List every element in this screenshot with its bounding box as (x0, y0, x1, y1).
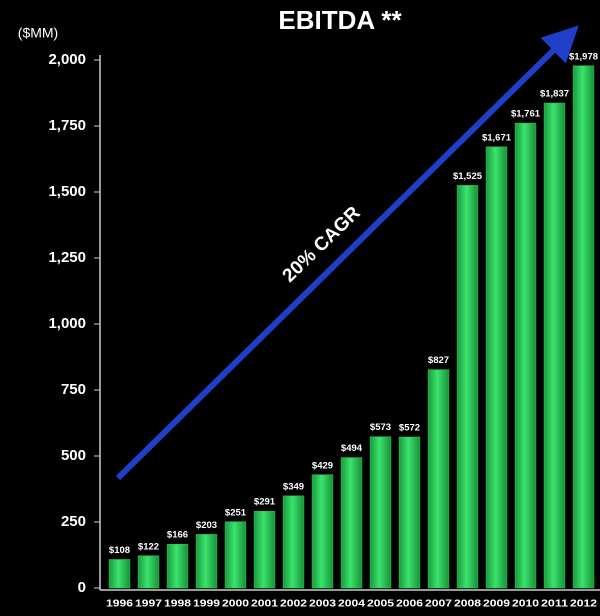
x-tick-label: 2003 (309, 599, 337, 610)
bar (427, 369, 450, 589)
x-tick-label: 1998 (164, 599, 192, 610)
bar (485, 146, 508, 589)
bar (572, 65, 595, 589)
y-tick-label: 250 (61, 513, 86, 530)
bar (166, 543, 189, 589)
x-tick-label: 2001 (251, 599, 279, 610)
x-tick-label: 2007 (425, 599, 453, 610)
value-label: $1,761 (511, 109, 541, 120)
bar (340, 457, 363, 589)
x-tick-label: 2008 (454, 599, 482, 610)
y-tick-label: 750 (61, 381, 86, 398)
bars (108, 65, 595, 589)
value-label: $1,978 (569, 51, 598, 62)
bar (137, 555, 160, 589)
bar (108, 559, 131, 589)
x-tick-label: 1997 (135, 599, 163, 610)
bar (514, 122, 537, 589)
x-tick-label: 2004 (338, 599, 366, 610)
y-tick-label: 1,500 (48, 183, 86, 200)
chart-title: EBITDA ** (278, 5, 402, 35)
x-tick-label: 2000 (222, 599, 250, 610)
value-label: $1,525 (453, 171, 483, 182)
x-tick-label: 2006 (396, 599, 424, 610)
y-tick-label: 1,250 (48, 249, 86, 266)
bar (369, 436, 392, 589)
x-tick-label: 2002 (280, 599, 308, 610)
x-tick-label: 1996 (106, 599, 134, 610)
bar (456, 185, 479, 589)
x-tick-label: 2005 (367, 599, 395, 610)
value-label: $1,671 (482, 132, 512, 143)
value-label: $166 (167, 530, 188, 541)
value-label: $429 (312, 460, 333, 471)
y-tick-label: 1,750 (48, 117, 86, 134)
x-tick-label: 2011 (541, 599, 569, 610)
y-tick-label: 500 (61, 447, 86, 464)
value-label: $1,837 (540, 89, 569, 100)
value-label: $349 (283, 481, 304, 492)
value-label: $827 (428, 355, 449, 366)
bar (398, 436, 421, 589)
value-label: $251 (225, 507, 247, 518)
value-label: $122 (138, 541, 159, 552)
x-tick-label: 2012 (570, 599, 598, 610)
bar (195, 534, 218, 589)
y-axis-label: ($MM) (18, 25, 58, 41)
bar (311, 474, 334, 589)
bar (282, 495, 305, 589)
trend-arrow (115, 25, 579, 481)
bar (253, 510, 276, 589)
value-label: $291 (254, 497, 276, 508)
value-label: $108 (109, 545, 130, 556)
value-label: $573 (370, 422, 391, 433)
x-tick-label: 2010 (512, 599, 540, 610)
y-tick-label: 0 (78, 579, 86, 596)
value-label: $494 (341, 443, 363, 454)
bar (543, 102, 566, 589)
value-label: $572 (399, 423, 420, 434)
y-tick-label: 2,000 (48, 51, 86, 68)
bar (224, 521, 247, 589)
x-tick-label: 1999 (193, 599, 221, 610)
x-tick-label: 2009 (483, 599, 511, 610)
y-tick-label: 1,000 (48, 315, 86, 332)
value-label: $203 (196, 520, 217, 531)
